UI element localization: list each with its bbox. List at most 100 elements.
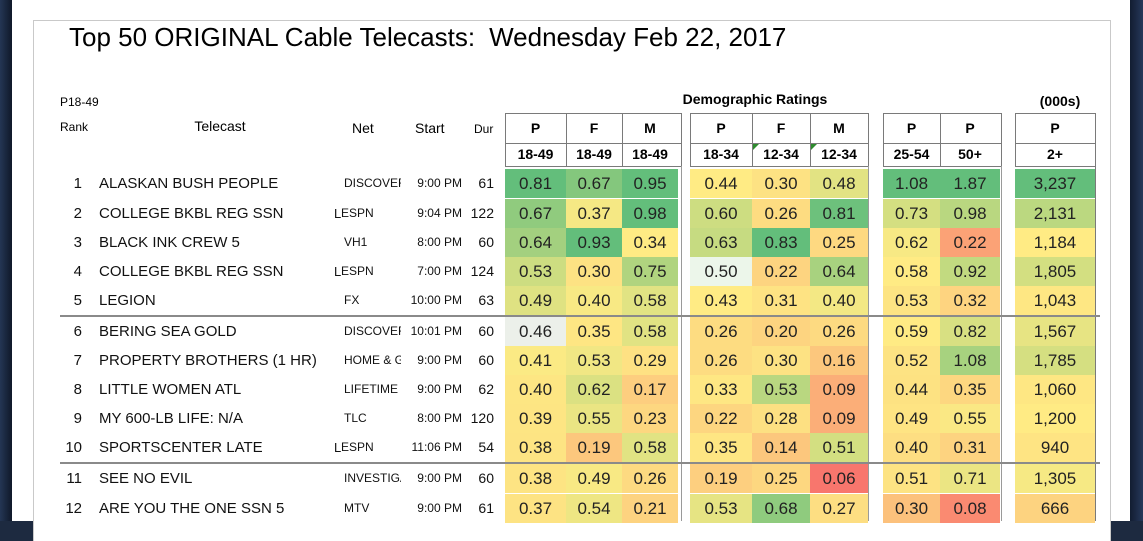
row-telecast: LEGION: [99, 292, 156, 309]
rating-cell-m1234: 0.81: [810, 199, 868, 228]
rating-cell-f1849: 0.49: [566, 464, 622, 493]
rating-cell-m1849: 0.58: [622, 433, 678, 462]
header-rule: [505, 143, 682, 144]
col-header-top-p2: P: [1050, 120, 1060, 136]
col-header-top-f1234: F: [776, 120, 786, 136]
rating-cell-m1849: 0.95: [622, 169, 678, 198]
rating-cell-p2554: 0.53: [883, 286, 940, 315]
rating-cell-p2554: 0.52: [883, 346, 940, 375]
row-start-time: 10:01 PM: [410, 324, 462, 338]
row-network: ESPN: [341, 264, 374, 278]
col-header-top-m1234: M: [833, 120, 845, 136]
col-header-bottom-p1834: 18-34: [703, 146, 739, 162]
rating-cell-p1834: 0.22: [690, 404, 752, 433]
row-network: VH1: [344, 235, 368, 249]
row-rank: 2: [73, 205, 82, 222]
rating-cell-m1849: 0.34: [622, 228, 678, 257]
row-duration: 62: [478, 381, 494, 397]
row-rank: 6: [73, 323, 82, 340]
group-divider: [868, 166, 869, 521]
rating-cell-p2554: 0.62: [883, 228, 940, 257]
header-divider: [883, 113, 884, 166]
group-divider: [681, 166, 682, 521]
title-main: Top 50 ORIGINAL Cable Telecasts:: [69, 22, 476, 52]
row-rank: 3: [73, 234, 82, 251]
title-date: Wednesday Feb 22, 2017: [489, 22, 787, 52]
row-duration: 63: [478, 292, 494, 308]
row-network: DISCOVERY: [344, 176, 401, 190]
row-network: MTV: [344, 501, 370, 515]
col-header-bottom-m1849: 18-49: [632, 146, 668, 162]
row-telecast: COLLEGE BKBL REG SSN: [99, 205, 284, 222]
col-header-bottom-p50: 50+: [958, 146, 982, 162]
row-duration: 122: [470, 205, 494, 221]
rating-cell-p1849: 0.53: [505, 257, 566, 286]
rating-cell-p2: 1,043: [1015, 286, 1095, 315]
row-rank: 1: [73, 175, 82, 192]
rating-cell-m1234: 0.26: [810, 317, 868, 346]
rating-cell-p2: 3,237: [1015, 169, 1095, 198]
rating-cell-f1234: 0.30: [752, 346, 810, 375]
row-network: HOME & GARDEN: [344, 353, 401, 367]
rating-cell-f1234: 0.20: [752, 317, 810, 346]
rating-cell-p1849: 0.40: [505, 375, 566, 404]
col-header-top-p1834: P: [716, 120, 726, 136]
rating-cell-f1849: 0.30: [566, 257, 622, 286]
row-telecast: ARE YOU THE ONE SSN 5: [99, 500, 285, 517]
group-label: Demographic Ratings: [682, 91, 828, 107]
rating-cell-f1849: 0.67: [566, 169, 622, 198]
header-divider: [622, 113, 623, 166]
rating-cell-m1849: 0.23: [622, 404, 678, 433]
rating-cell-p1834: 0.35: [690, 433, 752, 462]
group-gap: [682, 166, 690, 521]
rating-cell-p50: 1.08: [940, 346, 1000, 375]
rating-cell-m1849: 0.17: [622, 375, 678, 404]
rating-cell-p1849: 0.39: [505, 404, 566, 433]
row-start-time: 8:00 PM: [417, 235, 462, 249]
rating-cell-f1234: 0.26: [752, 199, 810, 228]
rating-cell-m1234: 0.48: [810, 169, 868, 198]
col-header-bottom-p2: 2+: [1047, 146, 1063, 162]
rating-cell-p1849: 0.67: [505, 199, 566, 228]
group-divider: [1001, 166, 1002, 521]
rating-cell-m1234: 0.09: [810, 375, 868, 404]
header-divider: [940, 113, 941, 166]
rating-cell-m1234: 0.27: [810, 494, 868, 523]
row-duration: 61: [478, 500, 494, 516]
row-start-time: 11:06 PM: [411, 440, 462, 454]
header-rule: [505, 113, 682, 114]
rating-cell-p2: 940: [1015, 433, 1095, 462]
rating-cell-f1849: 0.37: [566, 199, 622, 228]
header-divider: [690, 113, 691, 166]
row-duration: 60: [478, 234, 494, 250]
rating-cell-m1234: 0.09: [810, 404, 868, 433]
group-gap: [869, 166, 883, 521]
page-title: Top 50 ORIGINAL Cable Telecasts: Wednesda…: [69, 22, 786, 53]
header-rule: [1015, 166, 1096, 167]
rating-cell-p1834: 0.53: [690, 494, 752, 523]
rating-cell-p1834: 0.44: [690, 169, 752, 198]
rating-cell-m1234: 0.64: [810, 257, 868, 286]
header-rule: [690, 166, 869, 167]
col-header-bottom-p1849: 18-49: [517, 146, 554, 162]
group-gap: [1002, 166, 1015, 521]
rating-cell-p50: 0.31: [940, 433, 1000, 462]
rating-cell-p2: 666: [1015, 494, 1095, 523]
col-header-bottom-p2554: 25-54: [893, 146, 930, 162]
row-telecast: MY 600-LB LIFE: N/A: [99, 410, 243, 427]
header-divider: [810, 113, 811, 166]
col-header-bottom-m1234: 12-34: [821, 146, 857, 162]
rating-cell-p1834: 0.26: [690, 317, 752, 346]
rating-cell-p2554: 0.44: [883, 375, 940, 404]
rating-cell-f1234: 0.25: [752, 464, 810, 493]
rating-cell-p50: 0.98: [940, 199, 1000, 228]
rating-cell-p2: 1,200: [1015, 404, 1095, 433]
row-rank: 12: [65, 500, 82, 517]
rating-cell-f1849: 0.55: [566, 404, 622, 433]
col-header-bottom-f1849: 18-49: [576, 146, 612, 162]
rating-cell-m1234: 0.25: [810, 228, 868, 257]
demo-label: P18-49: [60, 95, 99, 109]
header-telecast: Telecast: [194, 118, 246, 134]
rating-cell-p1834: 0.50: [690, 257, 752, 286]
rating-cell-p2554: 0.49: [883, 404, 940, 433]
